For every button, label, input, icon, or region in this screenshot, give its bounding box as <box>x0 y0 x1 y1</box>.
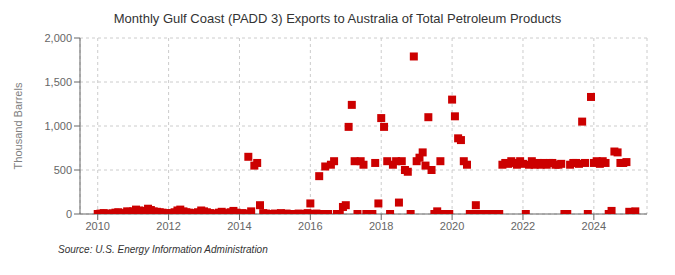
svg-text:1,000: 1,000 <box>44 120 72 132</box>
svg-text:2,000: 2,000 <box>44 32 72 44</box>
html-text:Source: U.S. Energy Informatio: Source: U.S. Energy Information Administ… <box>58 244 268 255</box>
svg-text:500: 500 <box>54 164 72 176</box>
svg-text:2012: 2012 <box>156 220 180 232</box>
svg-text:2020: 2020 <box>440 220 464 232</box>
svg-text:Thousand Barrels: Thousand Barrels <box>12 82 24 169</box>
html-text:Monthly Gulf Coast (PADD 3) Ex: Monthly Gulf Coast (PADD 3) Exports to A… <box>113 11 562 26</box>
svg-text:0: 0 <box>66 208 72 220</box>
svg-text:2014: 2014 <box>227 220 251 232</box>
svg-text:2018: 2018 <box>369 220 393 232</box>
svg-text:2024: 2024 <box>582 220 606 232</box>
svg-text:2022: 2022 <box>511 220 535 232</box>
svg-text:1,500: 1,500 <box>44 76 72 88</box>
svg-text:2010: 2010 <box>85 220 109 232</box>
svg-text:2016: 2016 <box>298 220 322 232</box>
